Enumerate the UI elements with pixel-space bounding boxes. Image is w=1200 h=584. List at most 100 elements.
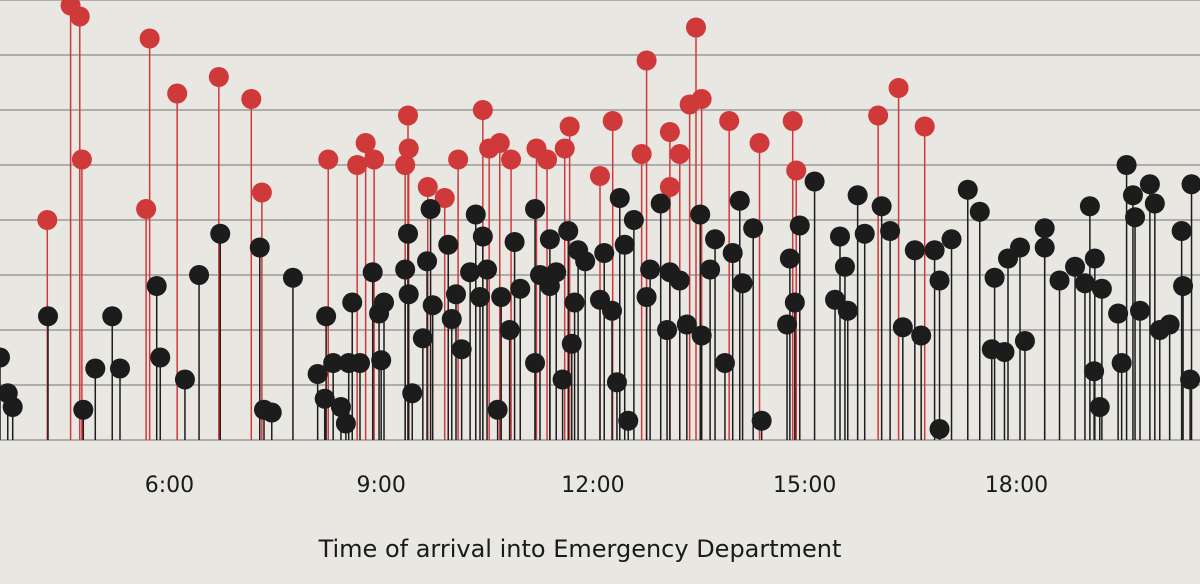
dot <box>609 188 630 208</box>
dot <box>847 185 868 206</box>
dot <box>1034 237 1055 258</box>
dot <box>314 388 335 409</box>
dot <box>784 292 805 313</box>
dot <box>395 155 416 175</box>
dot <box>691 89 712 109</box>
dot <box>347 155 368 175</box>
dot <box>525 199 546 219</box>
dot <box>451 339 472 360</box>
dot <box>669 144 690 164</box>
dot <box>1116 155 1137 175</box>
dot <box>1079 196 1100 217</box>
dot <box>749 133 770 153</box>
dot <box>546 262 567 283</box>
dot <box>705 229 726 250</box>
dot <box>335 413 356 434</box>
dot <box>559 116 580 137</box>
dot <box>189 265 210 285</box>
dot <box>261 402 282 423</box>
x-tick-label: 6:00 <box>145 473 194 498</box>
dot <box>398 138 419 159</box>
dot <box>362 262 383 283</box>
dot <box>472 100 493 120</box>
dot <box>623 210 644 230</box>
dot <box>804 171 825 192</box>
dot <box>438 234 459 255</box>
dot <box>914 116 935 137</box>
dot <box>208 67 229 87</box>
x-tick-label: 12:00 <box>561 473 624 498</box>
dot <box>714 353 735 373</box>
dot <box>743 218 764 239</box>
x-axis-title: Time of arrival into Emergency Departmen… <box>318 535 842 563</box>
dot <box>85 358 106 379</box>
dot <box>174 369 195 390</box>
dot <box>1108 303 1129 324</box>
dot <box>777 314 798 335</box>
dot <box>460 262 481 283</box>
dot <box>1130 300 1150 321</box>
dot <box>929 419 950 439</box>
dot <box>786 160 807 181</box>
dot <box>1014 331 1035 351</box>
dot <box>146 276 167 296</box>
dot <box>1125 207 1146 228</box>
dot <box>554 138 575 159</box>
dot <box>1159 314 1180 335</box>
dot <box>994 342 1015 362</box>
dot <box>659 177 680 197</box>
dot <box>558 221 579 241</box>
dot <box>489 133 510 153</box>
dot <box>650 193 671 214</box>
dot <box>984 267 1005 288</box>
dot <box>1181 174 1200 195</box>
dot <box>631 144 652 164</box>
dot <box>929 270 950 291</box>
dot <box>1173 276 1194 296</box>
dot <box>669 270 690 291</box>
dot <box>355 133 376 153</box>
dot <box>251 182 272 203</box>
dot <box>602 111 623 131</box>
dot <box>364 149 385 170</box>
dot <box>606 372 627 393</box>
dot <box>402 383 423 404</box>
dot <box>307 364 328 384</box>
dot <box>422 295 443 316</box>
dot <box>957 179 978 200</box>
dot <box>448 149 469 170</box>
dot <box>636 287 657 307</box>
dot <box>539 229 560 250</box>
dot <box>434 188 455 208</box>
dot <box>417 251 438 272</box>
dot <box>1139 174 1160 195</box>
dot <box>888 78 909 98</box>
dot <box>614 234 635 255</box>
dot <box>350 353 370 373</box>
dot <box>659 122 680 142</box>
dot <box>417 177 438 197</box>
dot <box>37 210 58 230</box>
dot <box>446 284 466 305</box>
dot <box>398 223 418 244</box>
dot <box>342 292 363 313</box>
dot <box>1084 248 1105 269</box>
x-tick-label: 18:00 <box>985 473 1048 498</box>
dot <box>0 347 10 368</box>
dot <box>969 201 990 222</box>
dot <box>412 328 433 349</box>
dot <box>751 410 772 431</box>
dot <box>374 292 394 313</box>
dot <box>210 223 231 244</box>
dot <box>552 369 573 390</box>
dot <box>1034 218 1055 239</box>
dot <box>1049 270 1070 291</box>
dot <box>525 353 546 373</box>
dot <box>441 309 462 329</box>
dot <box>38 306 58 327</box>
dot <box>501 149 522 170</box>
x-tick-label: 15:00 <box>773 473 836 498</box>
dot <box>330 397 351 417</box>
dot <box>102 306 123 327</box>
